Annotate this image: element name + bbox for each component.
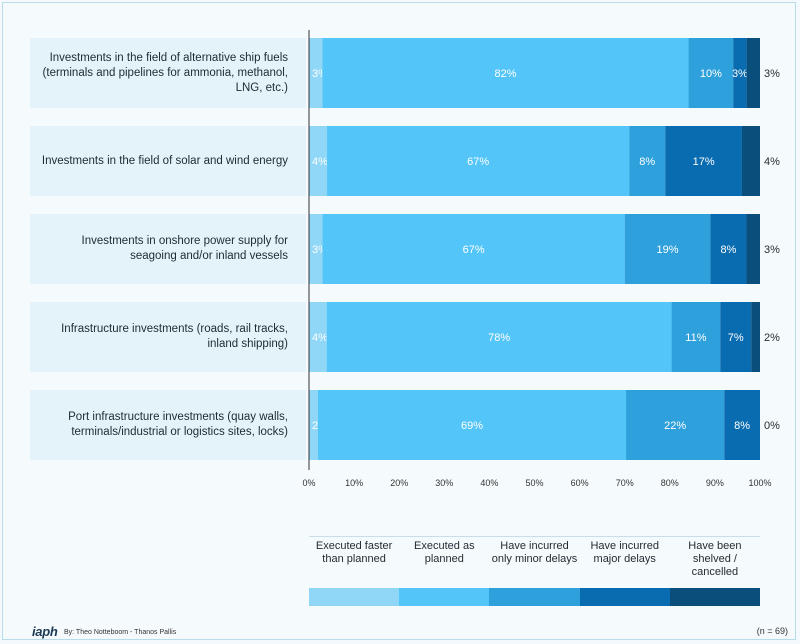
legend-label: Executed as planned <box>414 540 475 565</box>
legend-label: Have incurred only minor delays <box>491 540 578 565</box>
x-tick-label: 90% <box>706 478 724 488</box>
category-label: Investments in the field of solar and wi… <box>30 126 306 196</box>
legend-swatch <box>489 588 580 606</box>
data-label: 3% <box>732 68 748 80</box>
data-label: 19% <box>657 244 679 256</box>
byline: By: Theo Notteboom - Thanos Pallis <box>64 629 177 636</box>
bar-segment <box>746 38 760 108</box>
bar-segment <box>710 214 747 284</box>
category-label: Investments in the field of alternative … <box>30 38 306 108</box>
sample-size-note: (n = 69) <box>756 626 788 636</box>
bar-segment <box>326 302 672 372</box>
bar-segment <box>688 38 734 108</box>
x-tick-label: 40% <box>480 478 498 488</box>
iaph-logo: iaph <box>32 624 58 639</box>
legend-swatch <box>669 588 761 606</box>
bar-segment <box>665 126 742 196</box>
bar-segment <box>741 126 760 196</box>
bar-segment <box>309 302 327 372</box>
data-label: 8% <box>720 244 736 256</box>
bar-segment <box>720 302 752 372</box>
data-label: 67% <box>467 156 489 168</box>
data-label: 4% <box>764 156 780 168</box>
data-label: 0% <box>764 420 780 432</box>
legend-swatch <box>399 588 490 606</box>
x-tick-label: 30% <box>435 478 453 488</box>
data-label: 17% <box>693 156 715 168</box>
data-label: 3% <box>764 68 780 80</box>
x-tick-label: 80% <box>661 478 679 488</box>
data-label: 67% <box>463 244 485 256</box>
legend-divider <box>309 536 760 537</box>
data-label: 8% <box>639 156 655 168</box>
x-tick-label: 60% <box>571 478 589 488</box>
data-label: 4% <box>312 156 328 168</box>
bar-segment <box>309 214 323 284</box>
bar-segment <box>751 302 760 372</box>
data-label: 2% <box>764 332 780 344</box>
bar-segment <box>624 214 711 284</box>
category-label: Investments in onshore power supply for … <box>30 214 306 284</box>
x-tick-label: 50% <box>525 478 543 488</box>
bar-segment <box>309 390 318 460</box>
data-label: 11% <box>685 332 706 344</box>
legend-label: Have been shelved / cancelled <box>688 540 742 578</box>
legend-label: Executed faster than planned <box>315 540 393 565</box>
data-label: 7% <box>728 332 744 344</box>
bar-segment <box>327 126 630 196</box>
data-label: 69% <box>461 420 483 432</box>
bar-segment <box>746 214 760 284</box>
data-label: 22% <box>664 420 686 432</box>
bar-segment <box>629 126 666 196</box>
data-label: 10% <box>700 68 722 80</box>
data-label: 3% <box>764 244 780 256</box>
x-tick-label: 70% <box>616 478 634 488</box>
x-tick-label: 100% <box>748 478 771 488</box>
bar-segment <box>309 126 328 196</box>
legend-swatch <box>579 588 670 606</box>
bar-segment <box>733 38 747 108</box>
bar-segment <box>322 214 625 284</box>
bar-segment <box>626 390 725 460</box>
data-label: 4% <box>312 332 328 344</box>
x-tick-label: 10% <box>345 478 363 488</box>
bar-segment <box>322 38 689 108</box>
x-tick-label: 20% <box>390 478 408 488</box>
bar-segment <box>724 390 760 460</box>
data-label: 8% <box>734 420 750 432</box>
category-label: Infrastructure investments (roads, rail … <box>30 302 306 372</box>
bar-segment <box>317 390 627 460</box>
bar-segment <box>671 302 721 372</box>
legend-label: Have incurred major delays <box>590 540 659 565</box>
legend-swatch <box>309 588 400 606</box>
legend: Executed faster than planned Executed as… <box>309 540 761 606</box>
legend-swatches <box>309 588 761 606</box>
x-tick-label: 0% <box>302 478 315 488</box>
data-label: 82% <box>494 68 516 80</box>
data-label: 78% <box>488 332 510 344</box>
bar-segment <box>309 38 323 108</box>
category-label: Port infrastructure investments (quay wa… <box>30 390 306 460</box>
